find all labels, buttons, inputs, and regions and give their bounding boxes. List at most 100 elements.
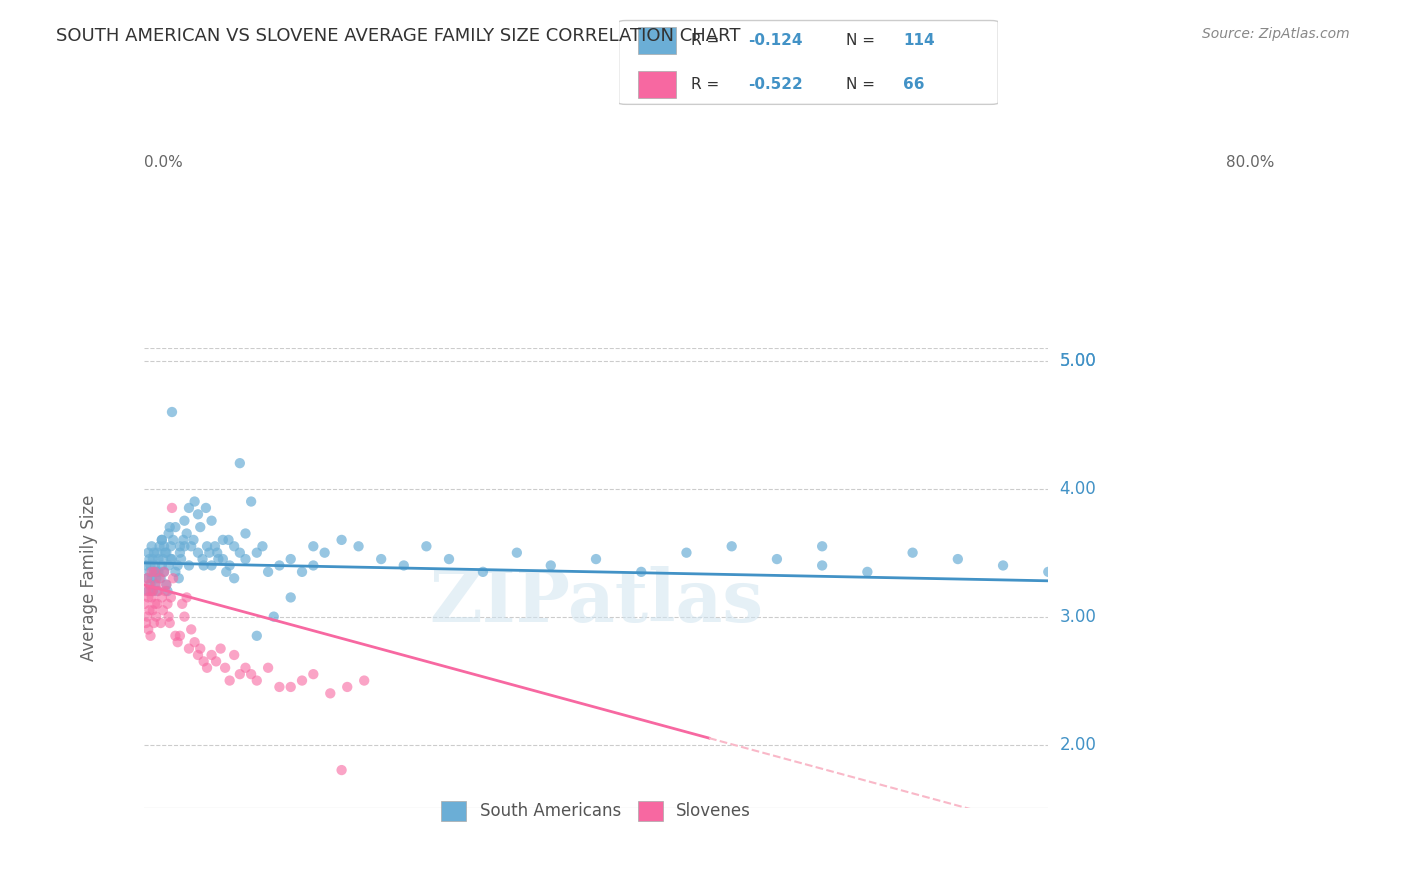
Point [142, 615, 165, 630]
Point [138, 603, 160, 617]
Point [257, 661, 280, 675]
Point [183, 494, 205, 508]
Point [302, 539, 325, 553]
Point [166, 635, 188, 649]
Point [155, 577, 177, 591]
Point [146, 546, 169, 560]
Point [136, 571, 159, 585]
Point [135, 615, 157, 630]
Point [187, 508, 209, 522]
Point [159, 520, 181, 534]
Point [392, 558, 415, 573]
Point [136, 609, 159, 624]
Point [540, 558, 562, 573]
Point [246, 629, 269, 643]
Point [145, 577, 167, 591]
Point [141, 571, 163, 585]
Point [160, 405, 183, 419]
Point [160, 591, 183, 605]
Point [302, 667, 325, 681]
Point [166, 558, 188, 573]
Point [471, 565, 494, 579]
Bar [638, 27, 675, 54]
Point [229, 456, 252, 470]
Text: 2.00: 2.00 [1059, 736, 1097, 754]
Point [139, 584, 162, 599]
Point [212, 552, 235, 566]
Point [1038, 565, 1060, 579]
Point [218, 558, 240, 573]
Point [437, 552, 460, 566]
Point [224, 648, 246, 662]
Point [177, 500, 200, 515]
Point [336, 680, 359, 694]
Point [585, 552, 607, 566]
Point [159, 615, 181, 630]
Point [145, 571, 167, 585]
Point [136, 591, 159, 605]
Point [240, 667, 263, 681]
Text: N =: N = [846, 78, 880, 92]
Text: Source: ZipAtlas.com: Source: ZipAtlas.com [1202, 27, 1350, 41]
Point [330, 763, 353, 777]
Point [141, 591, 163, 605]
Point [811, 539, 834, 553]
Point [302, 558, 325, 573]
Point [153, 565, 176, 579]
Point [165, 520, 187, 534]
Text: R =: R = [690, 78, 724, 92]
Point [177, 558, 200, 573]
Point [150, 558, 173, 573]
Point [136, 623, 159, 637]
Point [138, 577, 160, 591]
Point [194, 500, 217, 515]
Point [155, 584, 177, 599]
Text: 80.0%: 80.0% [1226, 154, 1274, 169]
Point [269, 680, 291, 694]
Point [235, 526, 257, 541]
Point [143, 577, 166, 591]
Point [173, 609, 195, 624]
Point [415, 539, 437, 553]
Point [152, 552, 174, 566]
Point [142, 552, 165, 566]
Bar [638, 71, 675, 98]
Point [214, 661, 236, 675]
Point [209, 641, 232, 656]
Point [188, 641, 211, 656]
Point [157, 526, 180, 541]
Point [630, 565, 652, 579]
Point [146, 597, 169, 611]
Point [291, 673, 314, 688]
Point [165, 629, 187, 643]
Text: SOUTH AMERICAN VS SLOVENE AVERAGE FAMILY SIZE CORRELATION CHART: SOUTH AMERICAN VS SLOVENE AVERAGE FAMILY… [56, 27, 741, 45]
Point [148, 565, 170, 579]
Point [160, 552, 183, 566]
Point [224, 571, 246, 585]
Point [150, 533, 173, 547]
Text: -0.124: -0.124 [748, 33, 803, 47]
Point [193, 654, 215, 668]
Point [155, 546, 177, 560]
Point [353, 673, 375, 688]
Legend: South Americans, Slovenes: South Americans, Slovenes [434, 794, 758, 828]
Point [169, 629, 191, 643]
Point [143, 565, 166, 579]
Point [138, 552, 160, 566]
Point [148, 552, 170, 566]
Point [142, 603, 165, 617]
Point [200, 558, 222, 573]
Text: 5.00: 5.00 [1059, 351, 1097, 370]
Point [224, 539, 246, 553]
Point [136, 546, 159, 560]
Point [198, 546, 221, 560]
Point [200, 514, 222, 528]
Point [246, 673, 269, 688]
Point [218, 673, 240, 688]
Point [856, 565, 879, 579]
Point [136, 571, 159, 585]
Point [240, 494, 263, 508]
Point [215, 565, 238, 579]
Point [205, 654, 228, 668]
Point [145, 565, 167, 579]
